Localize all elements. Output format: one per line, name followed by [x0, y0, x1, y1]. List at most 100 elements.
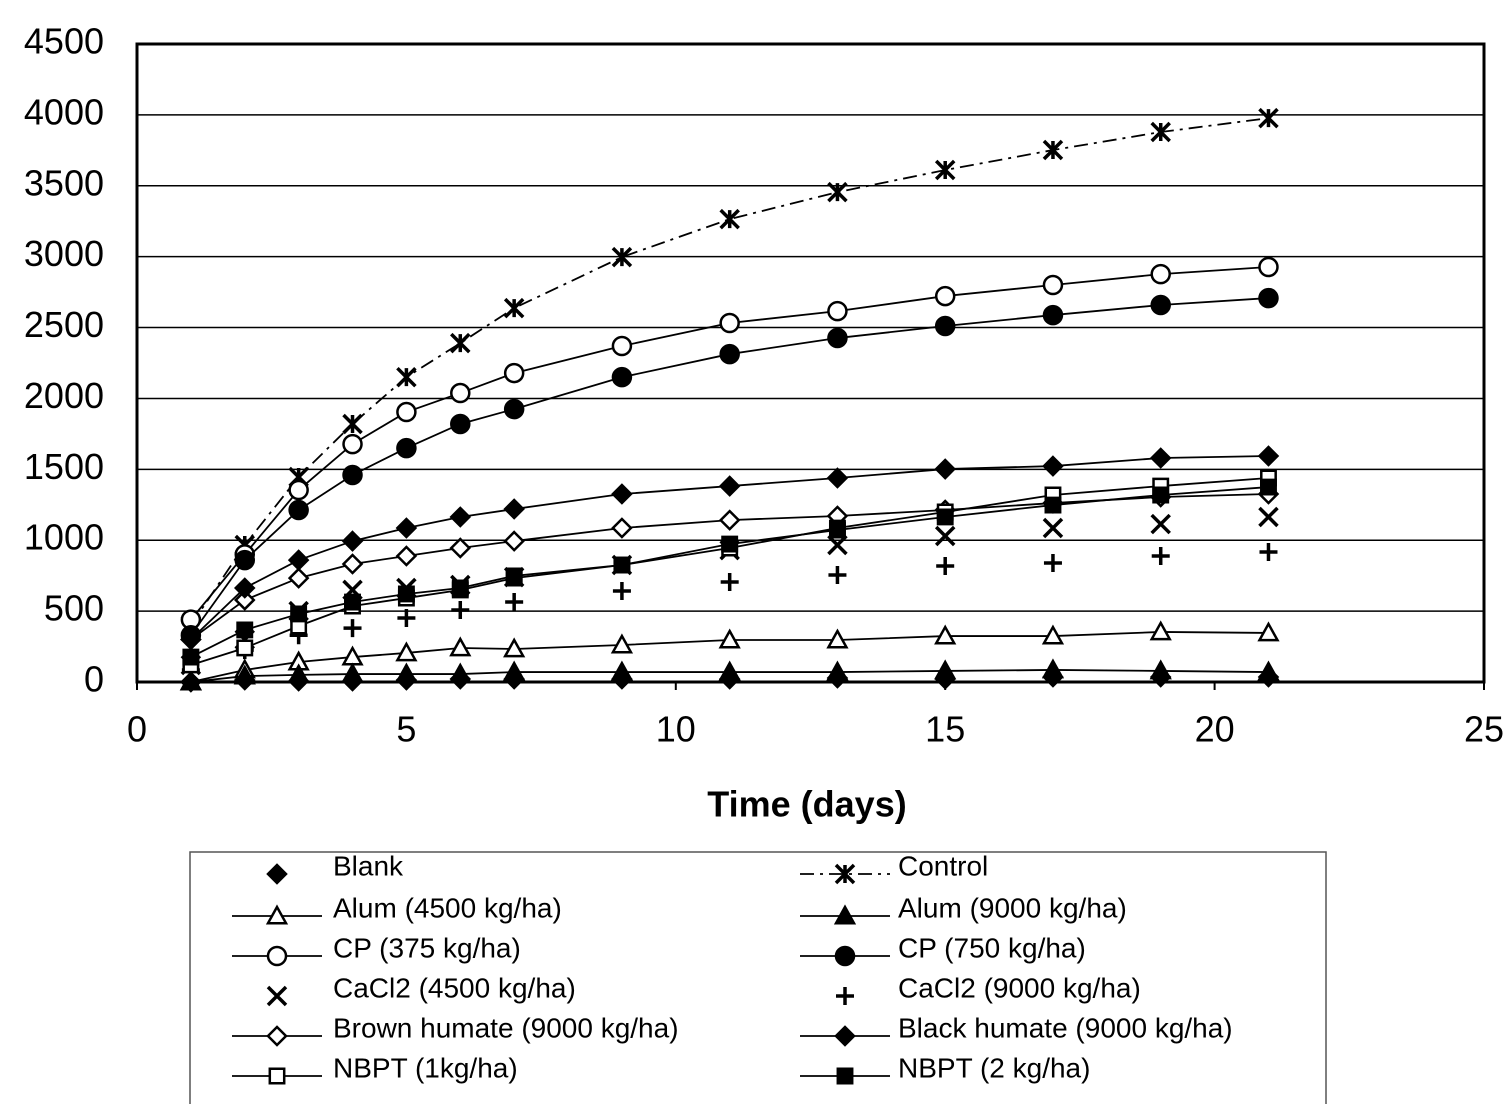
data-point	[934, 525, 956, 547]
legend-label: CaCl2 (4500 kg/ha)	[333, 972, 576, 1003]
y-tick-label: 500	[44, 588, 104, 629]
data-point	[449, 662, 472, 683]
data-point	[288, 499, 309, 521]
data-point	[934, 624, 957, 645]
data-point	[396, 437, 417, 459]
data-point	[397, 609, 416, 628]
data-point	[290, 605, 308, 623]
data-point	[234, 549, 256, 571]
legend-marker	[834, 945, 856, 967]
data-point	[395, 545, 418, 567]
legend-marker	[266, 985, 288, 1007]
data-point	[720, 573, 739, 592]
data-point	[1042, 274, 1064, 296]
data-point	[826, 660, 849, 681]
legend-box	[189, 851, 1327, 1104]
data-point	[503, 637, 526, 658]
data-point	[505, 593, 524, 612]
legend-label: CP (375 kg/ha)	[333, 932, 521, 963]
data-point	[341, 553, 364, 575]
data-point	[1257, 621, 1280, 642]
data-point	[396, 366, 417, 388]
data-point	[934, 458, 956, 480]
data-point	[611, 366, 633, 388]
data-point	[826, 467, 849, 489]
data-point	[936, 508, 954, 526]
legend-marker	[266, 863, 288, 885]
legend-label: Black humate (9000 kg/ha)	[898, 1012, 1233, 1043]
legend-marker	[836, 987, 854, 1005]
legend-marker	[268, 1067, 286, 1085]
data-point	[610, 633, 634, 654]
data-point	[236, 621, 254, 639]
legend-label: CP (750 kg/ha)	[898, 932, 1086, 963]
data-point	[1042, 139, 1064, 161]
data-point	[934, 315, 956, 337]
data-point	[1258, 287, 1279, 309]
data-point	[288, 479, 309, 501]
legend-label: Alum (9000 kg/ha)	[898, 892, 1127, 923]
data-point	[1257, 445, 1280, 467]
data-point	[718, 475, 741, 497]
data-point	[827, 534, 848, 556]
data-point	[1150, 121, 1171, 143]
x-tick-label: 15	[925, 709, 965, 750]
data-point	[718, 509, 741, 531]
legend-marker	[266, 945, 288, 967]
legend-marker	[834, 1025, 856, 1047]
data-point	[828, 521, 846, 539]
y-tick-label: 3000	[24, 233, 104, 274]
data-point	[1150, 294, 1171, 316]
data-point	[611, 517, 633, 539]
data-point	[1149, 659, 1172, 680]
data-point	[1260, 478, 1277, 496]
series-line	[190, 493, 1269, 641]
series-line	[190, 669, 1269, 683]
data-point	[1258, 506, 1279, 528]
data-point	[936, 557, 955, 576]
data-point	[1042, 517, 1064, 539]
data-point	[719, 312, 740, 334]
series-line	[190, 631, 1269, 683]
legend-marker	[834, 863, 856, 885]
data-point	[503, 297, 525, 319]
data-point	[828, 565, 847, 584]
data-point	[451, 600, 470, 619]
data-point	[449, 636, 472, 657]
y-tick-label: 2500	[24, 304, 104, 345]
legend-label: CaCl2 (9000 kg/ha)	[898, 972, 1141, 1003]
data-point	[449, 537, 472, 559]
data-point	[451, 579, 469, 597]
data-point	[233, 589, 256, 611]
legend-marker	[836, 1067, 854, 1085]
data-point	[1152, 486, 1170, 504]
data-point	[1041, 624, 1065, 645]
data-point	[934, 659, 957, 680]
data-point	[450, 332, 471, 354]
data-point	[233, 577, 256, 599]
y-tick-label: 4000	[24, 91, 104, 132]
data-point	[1150, 513, 1171, 535]
plot-frame	[135, 42, 1486, 684]
data-point	[182, 648, 200, 666]
data-point	[1258, 107, 1279, 129]
legend-marker	[266, 1025, 288, 1047]
data-point	[287, 549, 310, 571]
series-line	[190, 477, 1269, 666]
data-point	[180, 628, 202, 651]
data-point	[395, 641, 418, 662]
x-tick-label: 0	[127, 709, 147, 750]
data-point	[395, 517, 418, 539]
data-point	[827, 181, 848, 203]
data-point	[612, 581, 631, 600]
data-point	[1257, 660, 1280, 681]
data-point	[236, 639, 254, 657]
data-point	[505, 567, 523, 585]
data-point	[503, 530, 525, 552]
data-point	[233, 664, 256, 685]
data-point	[343, 619, 362, 638]
data-point	[503, 398, 525, 420]
legend-marker	[265, 904, 289, 925]
data-point	[344, 593, 361, 611]
